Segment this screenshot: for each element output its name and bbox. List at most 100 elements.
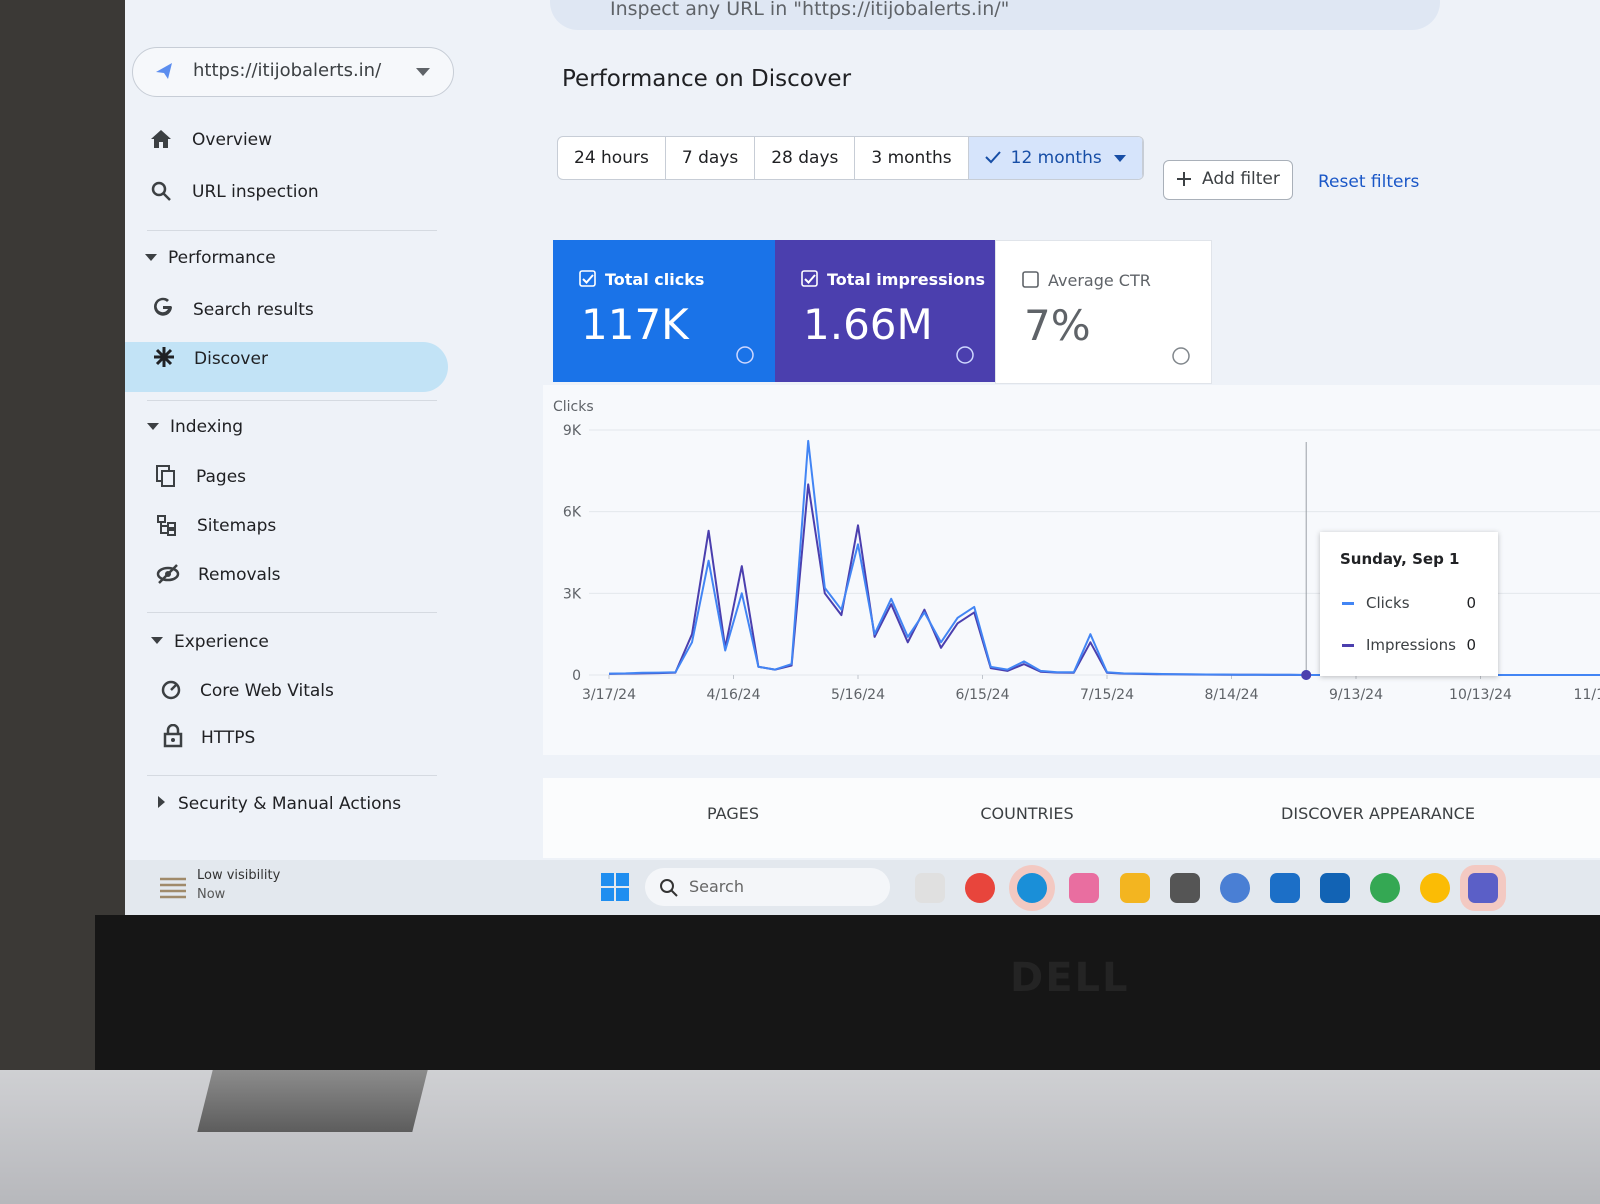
x-tick-label: 5/16/24: [831, 687, 885, 703]
removals-icon: [156, 564, 180, 584]
collapse-arrow: [145, 254, 157, 261]
taskview-icon[interactable]: [915, 873, 945, 903]
add-filter-button[interactable]: Add filter: [1163, 160, 1293, 200]
property-url: https://itijobalerts.in/: [193, 60, 382, 81]
taskbar-search[interactable]: Search: [645, 868, 890, 906]
url-inspection-bar[interactable]: Inspect any URL in "https://itijobalerts…: [550, 0, 1440, 30]
nav-item[interactable]: Overview: [192, 130, 273, 150]
brand-logo: DELL: [1010, 955, 1130, 1001]
date-range-label: 12 months: [1010, 148, 1102, 168]
check-icon: [984, 151, 1001, 164]
chrome-icon[interactable]: [965, 873, 995, 903]
start-button[interactable]: [600, 872, 630, 902]
tab[interactable]: COUNTRIES: [980, 804, 1074, 823]
app-icon[interactable]: [1220, 873, 1250, 903]
metric-value: 7%: [1024, 301, 1091, 350]
plus-icon: [1177, 172, 1191, 186]
weather-text[interactable]: Low visibility: [197, 868, 281, 883]
x-tick-label: 6/15/24: [956, 687, 1010, 703]
weather-icon: [160, 877, 186, 899]
metric-card[interactable]: Total impressions 1.66M: [775, 240, 995, 382]
nav-item[interactable]: Core Web Vitals: [200, 681, 334, 701]
date-range-label: 28 days: [771, 148, 839, 168]
metric-checkbox: [801, 270, 818, 287]
chart-tooltip: Sunday, Sep 1 Clicks 0 Impressions 0: [1320, 532, 1498, 676]
legend-swatch: [1342, 602, 1354, 605]
date-range-label: 3 months: [871, 148, 952, 168]
date-range-chip[interactable]: 24 hours: [558, 137, 666, 179]
divider: [147, 775, 437, 776]
chrome-icon[interactable]: [1370, 873, 1400, 903]
nav-section[interactable]: Performance: [168, 248, 276, 268]
nav-section[interactable]: Security & Manual Actions: [178, 794, 402, 814]
app-icon[interactable]: [1270, 873, 1300, 903]
laptop-hinge: [197, 1070, 428, 1132]
dropdown-arrow: [1113, 155, 1126, 162]
metric-value: 117K: [581, 300, 689, 349]
y-tick-label: 0: [572, 668, 581, 684]
checkbox-tick: [804, 274, 816, 284]
x-tick-label: 4/16/24: [707, 687, 761, 703]
tooltip-value: 0: [1466, 594, 1476, 612]
nav-item[interactable]: Sitemaps: [197, 516, 277, 536]
nav-item[interactable]: Discover: [194, 349, 268, 369]
app-icon[interactable]: [1170, 873, 1200, 903]
tab[interactable]: DISCOVER APPEARANCE: [1281, 804, 1475, 823]
nav-item[interactable]: URL inspection: [192, 182, 319, 202]
explorer-icon[interactable]: [1120, 873, 1150, 903]
nav-item[interactable]: HTTPS: [201, 728, 256, 748]
property-icon: [156, 63, 172, 79]
date-range-chip[interactable]: 12 months: [968, 137, 1143, 179]
copilot-icon[interactable]: [1069, 873, 1099, 903]
teams-icon[interactable]: [1468, 873, 1498, 903]
page-title: Performance on Discover: [562, 66, 852, 92]
metric-card[interactable]: Average CTR 7%: [995, 240, 1212, 384]
date-range-chip[interactable]: 28 days: [755, 137, 856, 179]
nav-section[interactable]: Indexing: [170, 417, 244, 437]
nav-item[interactable]: Pages: [196, 467, 247, 487]
x-tick-label: 3/17/24: [582, 687, 636, 703]
outlook-icon[interactable]: [1320, 873, 1350, 903]
legend-swatch: [1342, 644, 1354, 647]
search-glyph: [660, 879, 678, 897]
collapse-arrow: [147, 423, 159, 430]
help-icon: [956, 346, 974, 364]
metric-value: 1.66M: [803, 300, 933, 349]
url-inspection-text: Inspect any URL in "https://itijobalerts…: [610, 0, 1010, 20]
check-path: [984, 151, 1001, 164]
help-circle: [956, 346, 974, 364]
tooltip-value: 0: [1466, 636, 1476, 654]
property-selector[interactable]: https://itijobalerts.in/: [132, 47, 454, 97]
nav-section[interactable]: Experience: [174, 632, 269, 652]
tab[interactable]: PAGES: [707, 804, 759, 823]
active-nav-highlight: [125, 342, 448, 392]
hover-point: [1301, 670, 1312, 680]
nav-item[interactable]: Search results: [193, 300, 314, 320]
chrome-icon[interactable]: [1420, 873, 1450, 903]
arrow-path: [1113, 155, 1126, 162]
y-tick-label: 3K: [563, 586, 582, 602]
help-circle: [1172, 347, 1190, 365]
date-range-chip[interactable]: 7 days: [666, 137, 756, 179]
tooltip-series-name: Impressions: [1366, 636, 1456, 654]
performance-chart: Clicks 0 3K 6K 9K 3/17/24 4/16/24 5/16/24 6/15/2…: [553, 399, 1600, 703]
y-axis-title: Clicks: [553, 399, 594, 415]
checkbox-box: [1022, 271, 1039, 288]
reset-filters-link[interactable]: Reset filters: [1318, 172, 1420, 192]
help-circle: [736, 346, 754, 364]
screen: Inspect any URL in "https://itijobalerts…: [125, 0, 1600, 915]
divider: [147, 612, 437, 613]
metric-card[interactable]: Total clicks 117K: [553, 240, 775, 382]
metric-label: Total impressions: [827, 270, 986, 289]
metric-checkbox: [579, 270, 596, 287]
edge-icon[interactable]: [1017, 873, 1047, 903]
metric-label: Average CTR: [1048, 271, 1151, 290]
date-range-selector: 24 hours 7 days 28 days 3 months 12 months: [557, 136, 1144, 180]
date-range-chip[interactable]: 3 months: [855, 137, 969, 179]
checkbox-box: [801, 270, 818, 287]
nav-item[interactable]: Removals: [198, 565, 281, 585]
x-tick-label: 9/13/24: [1329, 687, 1383, 703]
discover-icon: [154, 347, 174, 367]
